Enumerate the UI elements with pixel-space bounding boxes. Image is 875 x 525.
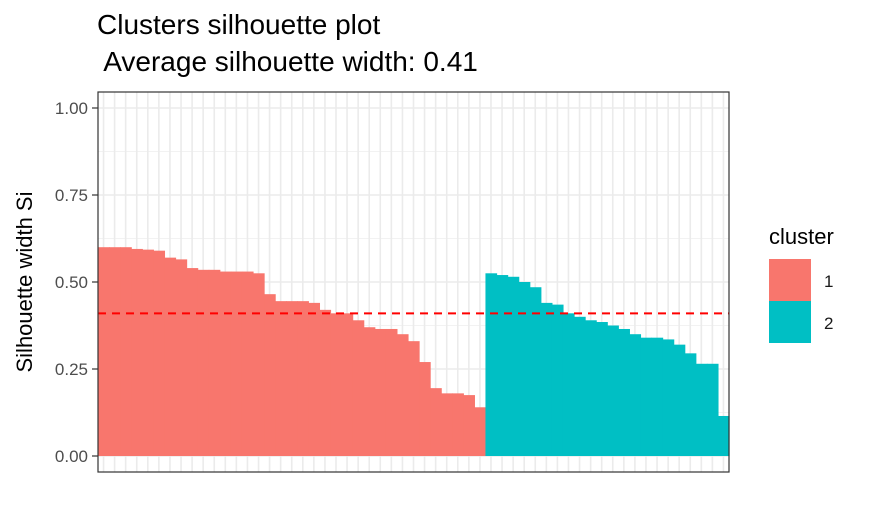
bar-cluster-1 [396,334,409,456]
bar-cluster-2 [695,363,708,456]
y-axis-ticks: 0.00 0.25 0.50 0.75 1.00 [55,99,98,466]
legend-label-1: 1 [824,272,833,291]
legend: cluster 1 2 [769,224,834,343]
bar-cluster-1 [241,271,254,456]
bar-cluster-1 [208,269,221,456]
bar-cluster-1 [275,301,287,456]
y-tick-label: 0.25 [55,360,88,379]
bar-cluster-2 [551,304,564,456]
bar-cluster-1 [474,407,487,456]
bar-cluster-1 [352,320,365,456]
bar-cluster-2 [485,273,498,456]
bar-cluster-2 [629,334,642,456]
bar-cluster-1 [175,259,188,456]
bar-cluster-2 [651,337,664,456]
chart-title-line2: Average silhouette width: 0.41 [97,46,478,77]
legend-title: cluster [769,224,834,249]
bar-cluster-2 [496,275,509,456]
bar-cluster-1 [308,302,321,456]
bar-cluster-2 [662,339,675,456]
bar-cluster-1 [142,249,154,456]
bar-cluster-1 [219,271,232,456]
bar-cluster-2 [507,276,520,456]
y-tick-label: 0.00 [55,447,88,466]
bar-cluster-1 [341,313,354,456]
bar-cluster-1 [463,395,475,456]
bar-cluster-2 [607,325,619,456]
bar-cluster-1 [186,268,199,456]
legend-swatch-1 [769,259,811,301]
bar-cluster-1 [153,250,166,456]
bar-cluster-2 [562,313,575,456]
bar-cluster-2 [529,287,542,456]
y-tick-label: 1.00 [55,99,88,118]
bar-cluster-1 [120,247,132,456]
bar-cluster-2 [673,344,686,456]
bar-cluster-2 [518,282,531,456]
y-tick-label: 0.75 [55,186,88,205]
bar-cluster-1 [197,269,210,456]
bar-cluster-1 [264,294,276,456]
bar-cluster-1 [452,393,464,456]
bar-cluster-2 [706,363,719,456]
bar-cluster-1 [230,271,243,456]
bar-cluster-2 [540,302,553,456]
y-tick-label: 0.50 [55,273,88,292]
bar-cluster-1 [419,362,431,456]
bar-cluster-2 [618,328,630,456]
bars [98,247,730,456]
bar-cluster-1 [164,257,177,456]
bar-cluster-2 [585,320,597,456]
chart-title-line1: Clusters silhouette plot [97,9,380,40]
bar-cluster-1 [374,328,387,456]
bar-cluster-1 [430,388,442,456]
legend-label-2: 2 [824,314,833,333]
bar-cluster-1 [109,247,121,456]
bar-cluster-1 [98,247,110,456]
bar-cluster-1 [286,301,298,456]
bar-cluster-1 [385,328,398,456]
bar-cluster-1 [330,313,343,456]
y-axis-title: Silhouette width Si [12,192,37,373]
bar-cluster-1 [319,309,332,456]
bar-cluster-2 [717,415,730,456]
bar-cluster-2 [574,316,586,456]
bar-cluster-1 [131,248,143,456]
bar-cluster-2 [640,337,653,456]
bar-cluster-1 [252,273,265,456]
bar-cluster-1 [441,393,453,456]
bar-cluster-1 [407,341,420,456]
bar-cluster-1 [297,301,309,456]
bar-cluster-2 [684,353,697,456]
bar-cluster-2 [596,322,608,456]
legend-swatch-2 [769,301,811,343]
bar-cluster-1 [363,327,376,456]
